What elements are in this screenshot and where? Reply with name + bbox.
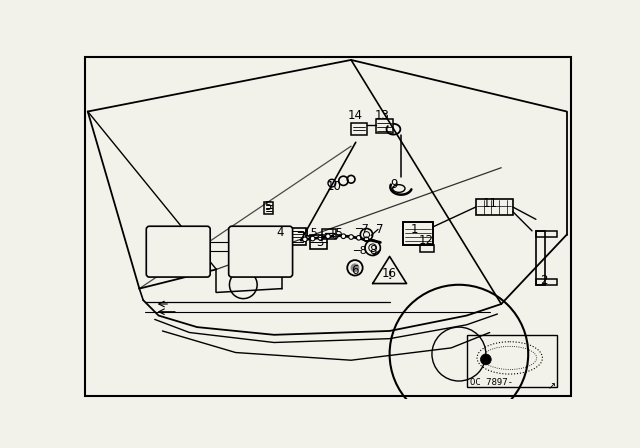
Bar bbox=[536, 279, 557, 285]
Text: ─8: ─8 bbox=[353, 246, 367, 256]
Bar bbox=[351, 123, 367, 134]
Circle shape bbox=[341, 234, 346, 238]
Text: ─7: ─7 bbox=[355, 224, 369, 234]
Text: 8: 8 bbox=[369, 244, 376, 257]
Text: 13: 13 bbox=[374, 109, 389, 122]
FancyBboxPatch shape bbox=[147, 226, 210, 277]
Bar bbox=[322, 229, 336, 238]
Text: 3: 3 bbox=[317, 236, 324, 249]
Text: 12: 12 bbox=[419, 234, 433, 247]
Bar bbox=[403, 222, 433, 245]
Circle shape bbox=[356, 236, 361, 240]
Text: !: ! bbox=[387, 271, 392, 280]
Bar bbox=[420, 245, 435, 252]
Bar bbox=[284, 228, 307, 245]
Text: 9: 9 bbox=[390, 178, 398, 191]
Circle shape bbox=[310, 236, 315, 241]
Text: 14: 14 bbox=[348, 109, 362, 122]
Bar bbox=[264, 202, 273, 214]
Text: 16: 16 bbox=[382, 267, 397, 280]
Bar bbox=[467, 335, 557, 387]
Circle shape bbox=[326, 234, 330, 238]
Text: ─15: ─15 bbox=[297, 228, 318, 238]
Bar bbox=[476, 198, 513, 215]
Text: 4: 4 bbox=[276, 226, 284, 239]
Circle shape bbox=[333, 234, 338, 238]
Bar bbox=[536, 231, 545, 285]
Text: ↗: ↗ bbox=[547, 381, 556, 392]
Text: 11: 11 bbox=[482, 198, 497, 211]
Circle shape bbox=[481, 354, 492, 365]
Text: 7: 7 bbox=[376, 223, 383, 236]
Text: 15: 15 bbox=[328, 227, 343, 240]
Text: OC 7897-: OC 7897- bbox=[470, 378, 513, 387]
Text: 5: 5 bbox=[264, 200, 271, 213]
Bar bbox=[310, 235, 327, 249]
FancyBboxPatch shape bbox=[228, 226, 292, 277]
Bar bbox=[536, 231, 557, 237]
Circle shape bbox=[303, 237, 307, 241]
Bar bbox=[376, 119, 393, 133]
Bar bbox=[287, 231, 303, 241]
Circle shape bbox=[349, 235, 353, 239]
Text: 10: 10 bbox=[327, 180, 342, 193]
Circle shape bbox=[318, 236, 323, 240]
Circle shape bbox=[351, 264, 359, 271]
Text: 6: 6 bbox=[351, 264, 358, 277]
Text: 2: 2 bbox=[540, 275, 547, 288]
Text: 1: 1 bbox=[410, 223, 418, 236]
Circle shape bbox=[364, 237, 369, 241]
